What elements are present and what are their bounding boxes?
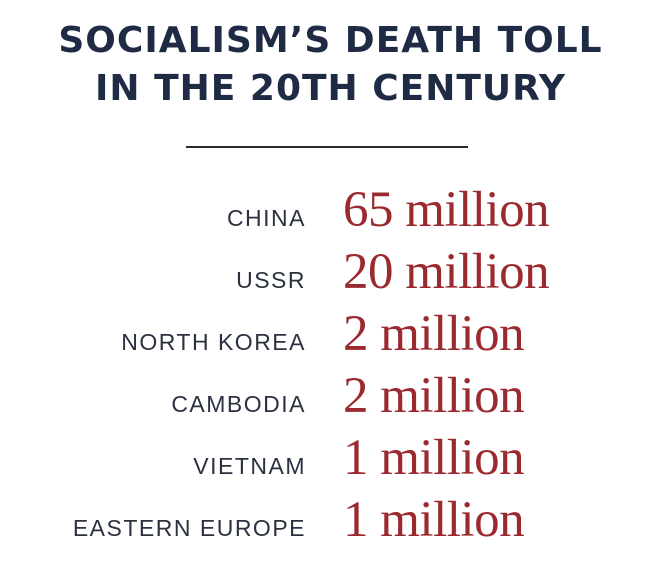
death-toll-value: 65 million [343,182,550,238]
country-label: CHINA [226,205,306,231]
title-line-1: SOCIALISM’S DEATH TOLL [58,20,603,61]
row-ussr: USSR 20 million [0,244,661,315]
row-cambodia: CAMBODIA 2 million [0,368,661,439]
country-label: NORTH KOREA [121,329,306,355]
title-line-2: IN THE 20TH CENTURY [95,68,566,109]
row-vietnam: VIETNAM 1 million [0,430,661,501]
country-label: VIETNAM [193,453,306,479]
country-label: USSR [236,267,306,293]
row-eastern-europe: EASTERN EUROPE 1 million [0,492,661,563]
country-label: CAMBODIA [171,391,306,417]
country-label: EASTERN EUROPE [72,515,306,541]
death-toll-value: 1 million [343,492,525,548]
row-north-korea: NORTH KOREA 2 million [0,306,661,377]
row-china: CHINA 65 million [0,182,661,253]
divider [186,146,468,148]
death-toll-value: 2 million [343,368,525,424]
death-toll-value: 20 million [343,244,550,300]
death-toll-value: 1 million [343,430,525,486]
death-toll-value: 2 million [343,306,525,362]
